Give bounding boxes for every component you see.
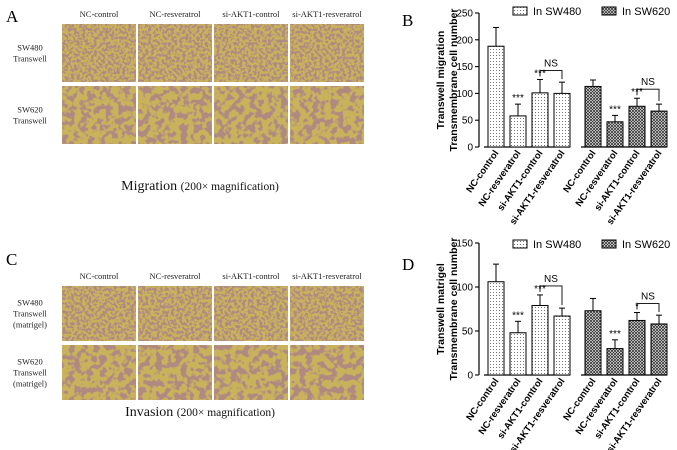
row-label: SW480	[17, 43, 43, 53]
column-label: NC-control	[80, 9, 119, 19]
significance-label: NS	[641, 292, 655, 303]
bar	[553, 92, 571, 148]
y-axis-label: Transwell migration	[435, 31, 447, 130]
legend-swatch	[601, 239, 617, 249]
bar	[606, 121, 624, 148]
bar	[531, 92, 549, 148]
bar	[553, 315, 571, 376]
micrograph-image	[62, 345, 136, 400]
row-label: SW620	[17, 105, 43, 115]
column-label: NC-resveratrol	[150, 271, 202, 281]
column-label: si-AKT1-resveratrol	[292, 271, 362, 281]
column-label: NC-control	[80, 271, 119, 281]
legend-swatch	[512, 239, 528, 249]
y-tick-label: 150	[456, 62, 473, 73]
significance-bracket	[539, 285, 563, 306]
y-axis-label: Transmembrane cell number	[448, 9, 460, 152]
micrograph-image	[62, 24, 136, 82]
row-label: (matrigel)	[13, 379, 47, 389]
significance-label: ***	[512, 93, 524, 104]
row-label: Transwell	[13, 116, 47, 126]
legend-label: In SW480	[533, 239, 581, 251]
panel-caption: Invasion (200× magnification)	[125, 405, 275, 420]
micrograph-image	[62, 286, 136, 341]
column-label: si-AKT1-control	[222, 271, 280, 281]
y-tick-label: 0	[467, 371, 473, 382]
bar	[509, 332, 527, 376]
micrograph-image	[290, 286, 364, 341]
y-tick-label: 200	[456, 35, 473, 46]
bar	[650, 323, 668, 376]
micrograph-image	[290, 24, 364, 82]
micrograph-image	[214, 286, 288, 341]
panel-c-invasion-micrographs: C NC-control NC-resveratrol si-AKT1-control…	[6, 250, 364, 420]
bar	[487, 45, 505, 148]
micrograph-image	[138, 24, 212, 82]
column-label: si-AKT1-resveratrol	[292, 9, 362, 19]
significance-label: NS	[544, 58, 558, 69]
y-tick-label: 100	[456, 283, 473, 294]
bar	[650, 110, 668, 148]
micrograph-image	[138, 345, 212, 400]
micrograph-image	[214, 24, 288, 82]
panel-d-invasion-chart: D In SW480 In SW620 Transwell matrigel Trans…	[402, 238, 670, 450]
bar	[584, 310, 602, 376]
significance-bracket	[539, 70, 563, 80]
column-label: si-AKT1-control	[222, 9, 280, 19]
panel-letter: A	[6, 7, 19, 26]
panel-a-migration-micrographs: A NC-control NC-resveratrol si-AKT1-control…	[6, 7, 364, 194]
panel-b-migration-chart: B In SW480 In SW620 Transwell migration Tran…	[402, 6, 670, 227]
panel-letter: D	[402, 255, 414, 274]
micrograph-image	[214, 345, 288, 400]
row-label: Transwell	[13, 368, 47, 378]
y-axis-label: Transmembrane cell number	[448, 238, 460, 381]
legend-label: In SW620	[622, 6, 670, 18]
micrograph-image	[214, 86, 288, 144]
significance-label: ***	[512, 310, 524, 321]
panel-letter: B	[402, 11, 413, 30]
significance-label: ***	[609, 104, 621, 115]
y-tick-label: 50	[462, 116, 474, 127]
significance-label: NS	[544, 274, 558, 285]
legend-label: In SW620	[622, 239, 670, 251]
row-label: (matrigel)	[13, 320, 47, 330]
bar	[487, 281, 505, 376]
significance-bracket	[636, 88, 660, 102]
y-tick-label: 250	[456, 9, 473, 20]
legend-swatch	[601, 6, 617, 16]
micrograph-image	[62, 86, 136, 144]
y-tick-label: 100	[456, 89, 473, 100]
micrograph-image	[138, 86, 212, 144]
panel-caption: Migration (200× magnification)	[121, 179, 279, 194]
micrograph-image	[290, 86, 364, 144]
row-label: SW620	[17, 357, 43, 367]
row-label: Transwell	[13, 309, 47, 319]
y-tick-label: 0	[467, 143, 473, 154]
legend-label: In SW480	[533, 6, 581, 18]
row-label: SW480	[17, 298, 43, 308]
significance-label: NS	[641, 77, 655, 88]
bar	[531, 304, 549, 376]
panel-letter: C	[6, 250, 17, 269]
bar	[509, 115, 527, 148]
legend-swatch	[512, 6, 528, 16]
significance-label: ***	[609, 329, 621, 340]
y-tick-label: 50	[462, 327, 474, 338]
significance-bracket	[636, 303, 660, 313]
bar	[606, 348, 624, 376]
column-label: NC-resveratrol	[150, 9, 202, 19]
y-axis-label: Transwell matrigel	[435, 263, 447, 355]
micrograph-image	[290, 345, 364, 400]
y-tick-label: 150	[456, 239, 473, 250]
bar	[628, 319, 646, 376]
bar	[628, 105, 646, 148]
micrograph-image	[138, 286, 212, 341]
row-label: Transwell	[13, 54, 47, 64]
bar	[584, 85, 602, 148]
